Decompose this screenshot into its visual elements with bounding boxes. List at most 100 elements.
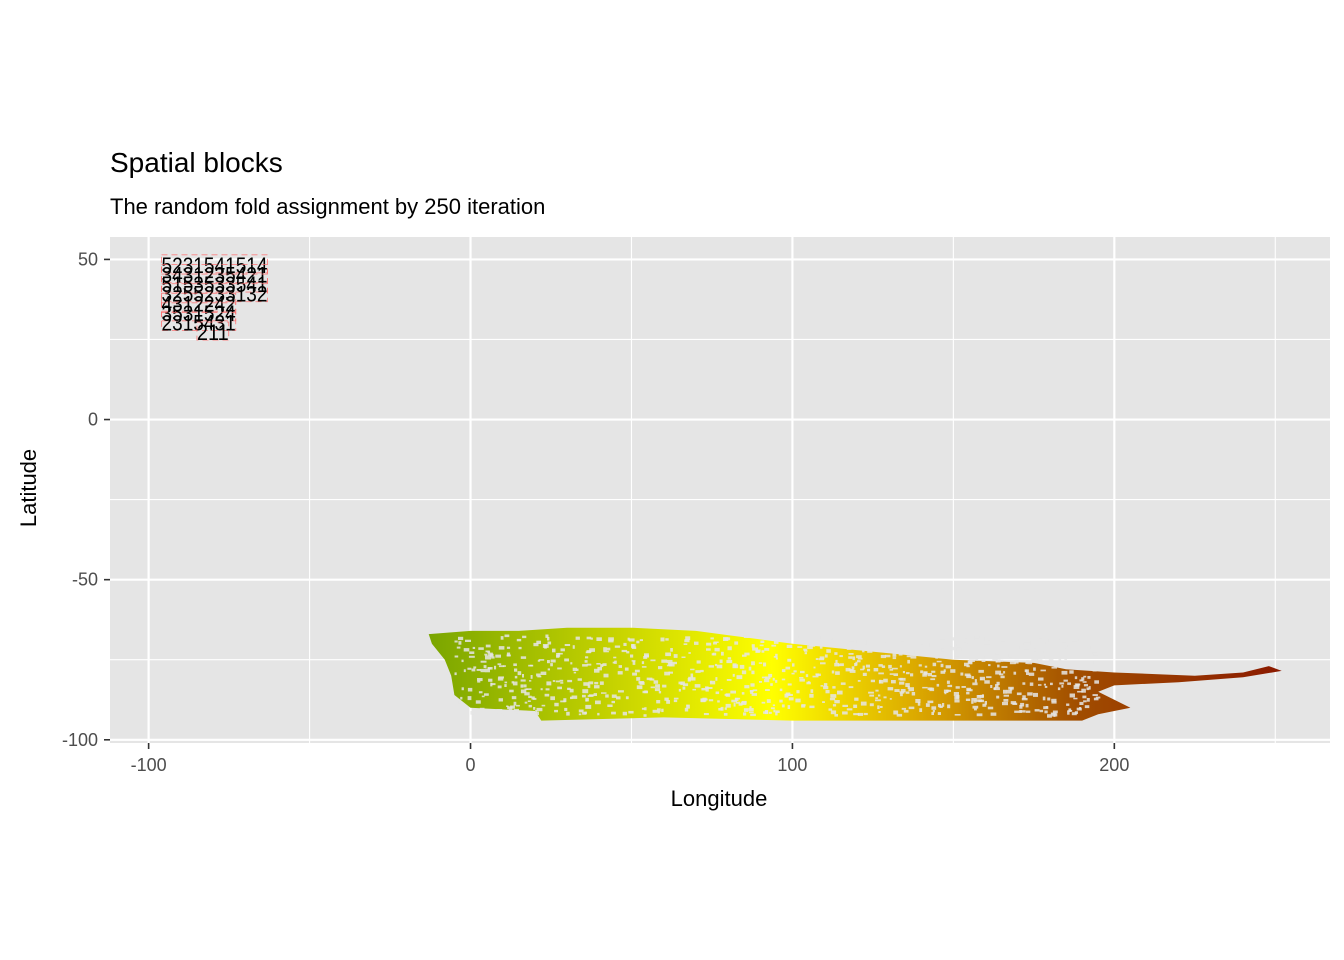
y-tick-label: -50	[72, 570, 98, 590]
raster-gap	[1092, 694, 1098, 696]
raster-gap	[908, 706, 915, 710]
raster-gap	[768, 711, 772, 714]
raster-gap	[727, 646, 732, 651]
raster-gap	[807, 645, 813, 650]
raster-gap	[761, 701, 766, 704]
raster-gap	[868, 691, 874, 694]
raster-gap	[632, 661, 636, 665]
raster-gap	[1006, 689, 1012, 694]
raster-gap	[941, 648, 944, 652]
raster-gap	[1028, 642, 1032, 646]
raster-gap	[599, 681, 604, 685]
raster-gap	[503, 714, 508, 717]
raster-gap	[844, 638, 847, 641]
raster-gap	[720, 689, 723, 691]
raster-gap	[520, 689, 527, 694]
raster-gap	[773, 656, 777, 658]
raster-gap	[1073, 697, 1078, 700]
raster-gap	[1023, 642, 1030, 647]
raster-gap	[1052, 710, 1058, 714]
raster-gap	[708, 699, 714, 702]
raster-gap	[936, 683, 940, 687]
raster-gap	[705, 687, 709, 692]
raster-gap	[939, 705, 943, 708]
raster-gap	[497, 663, 502, 666]
raster-gap	[650, 659, 656, 662]
raster-gap	[506, 654, 511, 657]
raster-gap	[1093, 653, 1099, 656]
raster-gap	[608, 639, 614, 643]
raster-gap	[779, 688, 783, 692]
raster-gap	[880, 648, 887, 653]
raster-gap	[860, 668, 864, 671]
raster-gap	[713, 642, 717, 645]
raster-gap	[775, 711, 778, 716]
raster-gap	[888, 664, 892, 669]
y-tick-label: 0	[88, 410, 98, 430]
raster-gap	[896, 713, 903, 717]
raster-gap	[761, 650, 765, 653]
raster-gap	[1002, 701, 1008, 706]
raster-gap	[777, 637, 783, 640]
raster-gap	[892, 653, 897, 657]
raster-gap	[969, 659, 975, 662]
raster-gap	[764, 678, 770, 683]
raster-gap	[544, 693, 550, 697]
raster-gap	[947, 684, 953, 688]
raster-gap	[583, 682, 589, 686]
raster-gap	[511, 696, 517, 700]
raster-gap	[554, 709, 558, 713]
raster-gap	[641, 666, 647, 668]
raster-gap	[658, 691, 662, 694]
raster-gap	[1053, 713, 1056, 717]
raster-gap	[744, 652, 750, 656]
raster-gap	[470, 711, 475, 715]
raster-gap	[1081, 677, 1085, 681]
raster-gap	[750, 683, 755, 687]
raster-gap	[773, 640, 779, 644]
raster-gap	[678, 688, 681, 692]
raster-gap	[965, 698, 971, 701]
chart-subtitle: The random fold assignment by 250 iterat…	[110, 194, 545, 219]
raster-gap	[797, 646, 803, 648]
raster-gap	[799, 677, 804, 679]
raster-gap	[815, 658, 819, 660]
raster-gap	[973, 699, 977, 703]
raster-gap	[1067, 710, 1073, 712]
raster-gap	[1008, 653, 1013, 658]
raster-gap	[961, 686, 966, 688]
raster-gap	[850, 639, 857, 644]
raster-gap	[724, 707, 727, 710]
raster-gap	[477, 678, 483, 682]
raster-gap	[468, 655, 475, 658]
raster-gap	[967, 652, 970, 655]
raster-gap	[999, 673, 1004, 676]
raster-gap	[909, 640, 913, 642]
raster-gap	[982, 703, 987, 707]
raster-gap	[1087, 676, 1091, 679]
raster-gap	[869, 703, 874, 707]
raster-gap	[571, 695, 578, 699]
raster-gap	[467, 667, 472, 670]
raster-gap	[974, 635, 980, 639]
raster-gap	[988, 664, 991, 667]
raster-gap	[646, 677, 653, 681]
raster-gap	[479, 707, 485, 711]
raster-gap	[631, 644, 635, 648]
raster-gap	[575, 636, 580, 640]
raster-gap	[804, 649, 808, 652]
raster-gap	[681, 656, 686, 658]
fold-label-box	[161, 312, 237, 331]
raster-gap	[742, 654, 747, 657]
raster-gap	[940, 663, 944, 668]
raster-gap	[564, 658, 569, 662]
raster-gap	[786, 644, 793, 648]
raster-gap	[796, 690, 800, 694]
raster-gap	[810, 689, 814, 693]
raster-gap	[454, 640, 458, 643]
raster-gap	[736, 675, 743, 680]
raster-gap	[902, 671, 905, 674]
raster-gap	[968, 660, 973, 664]
raster-gap	[862, 648, 865, 653]
fold-label-box	[161, 273, 268, 293]
